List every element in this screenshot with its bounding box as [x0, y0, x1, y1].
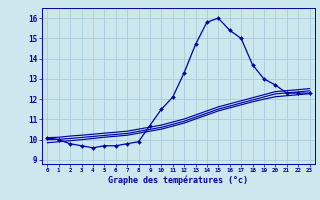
- X-axis label: Graphe des températures (°c): Graphe des températures (°c): [108, 176, 248, 185]
